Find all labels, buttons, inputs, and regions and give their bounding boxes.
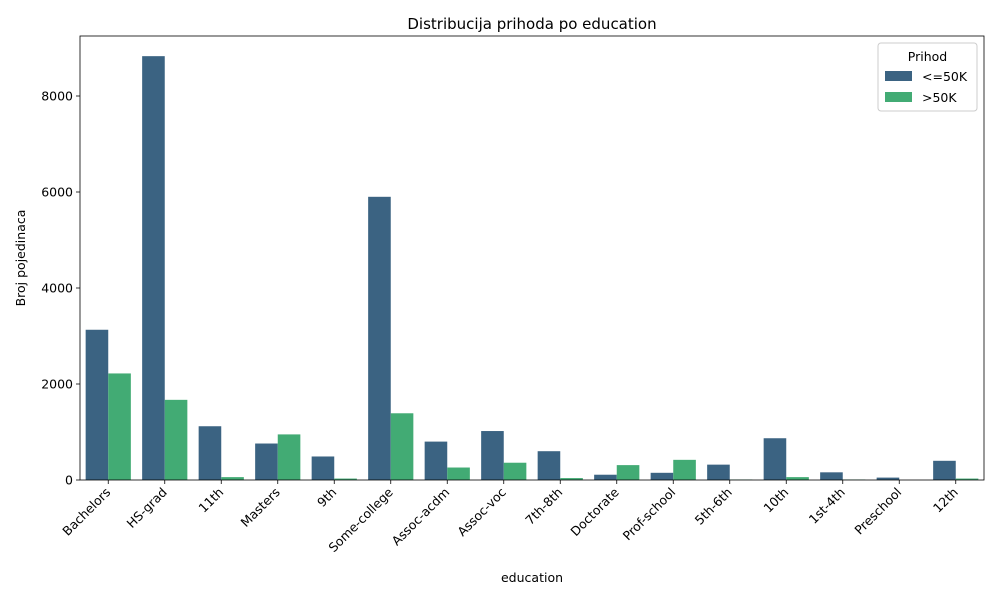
x-tick-label: 7th-8th: [522, 485, 565, 528]
plot-frame: [79, 35, 985, 481]
x-tick-label: Prof-school: [620, 485, 679, 544]
bar-assoc-voc-series-1: [481, 431, 504, 480]
legend: Prihod <=50K >50K: [877, 42, 978, 112]
bar-assoc-acdm-series-1: [424, 441, 448, 480]
x-tick-label: 9th: [314, 485, 339, 510]
bar-9th-series-2: [334, 478, 357, 480]
y-tick-label: 0: [65, 473, 73, 488]
bar-hs-grad-series-2: [164, 399, 188, 480]
x-tick-label: Assoc-acdm: [389, 485, 453, 549]
x-tick-label: 10th: [760, 485, 791, 516]
chart-title: Distribucija prihoda po education: [407, 15, 656, 33]
bars-group: [85, 56, 979, 481]
bar-doctorate-series-2: [616, 465, 640, 480]
bar-some-college-series-1: [368, 196, 391, 481]
bar-doctorate-series-1: [594, 474, 617, 480]
y-axis-label: Broj pojedinaca: [13, 210, 28, 307]
bar-prof-school-series-1: [650, 472, 674, 480]
x-tick-label: Preschool: [851, 485, 904, 538]
x-tick-label: Assoc-voc: [454, 484, 509, 539]
y-tick-label: 4000: [41, 281, 73, 296]
bar-masters-series-1: [255, 443, 278, 480]
y-axis: 0 2000 4000 6000 8000: [41, 89, 80, 488]
legend-entry-label: >50K: [922, 90, 957, 105]
y-tick-label: 6000: [41, 185, 73, 200]
x-tick-label: 5th-6th: [692, 485, 735, 528]
bar-masters-series-2: [277, 434, 301, 480]
bar-1st-4th-series-1: [820, 472, 843, 480]
y-tick-label: 8000: [41, 89, 73, 104]
bar-assoc-voc-series-2: [503, 462, 527, 480]
bar-12th-series-1: [933, 460, 956, 480]
x-tick-label: 12th: [930, 485, 961, 516]
bar-12th-series-2: [955, 478, 979, 480]
x-tick-label: Doctorate: [567, 484, 622, 539]
bar-bachelors-series-1: [85, 329, 109, 480]
x-axis-label: education: [501, 570, 563, 585]
bar-bachelors-series-2: [108, 373, 131, 480]
bar-9th-series-1: [311, 456, 335, 480]
bar-10th-series-2: [786, 477, 809, 480]
bar-assoc-acdm-series-2: [447, 467, 470, 480]
bar-10th-series-1: [763, 438, 787, 480]
x-axis: Bachelors HS-grad 11th Masters 9thSome-colle…: [59, 480, 961, 555]
x-tick-label: 1st-4th: [806, 485, 848, 527]
bar-7th-8th-series-1: [537, 451, 561, 480]
legend-title: Prihod: [908, 49, 947, 64]
legend-swatch: [885, 71, 912, 81]
bar-hs-grad-series-1: [142, 56, 165, 480]
legend-entry-label: <=50K: [922, 69, 968, 84]
x-tick-label: 11th: [195, 485, 226, 516]
bar-5th-6th-series-1: [707, 464, 730, 480]
bar-11th-series-1: [198, 426, 222, 480]
bar-some-college-series-2: [390, 413, 414, 480]
x-tick-label: Bachelors: [59, 485, 113, 539]
bar-prof-school-series-2: [673, 459, 696, 480]
bar-7th-8th-series-2: [560, 478, 583, 480]
legend-swatch: [885, 92, 912, 102]
x-tick-label: Masters: [237, 485, 282, 530]
bar-11th-series-2: [221, 477, 244, 480]
y-tick-label: 2000: [41, 377, 73, 392]
bar-preschool-series-1: [876, 477, 900, 480]
x-tick-label: HS-grad: [124, 485, 170, 531]
